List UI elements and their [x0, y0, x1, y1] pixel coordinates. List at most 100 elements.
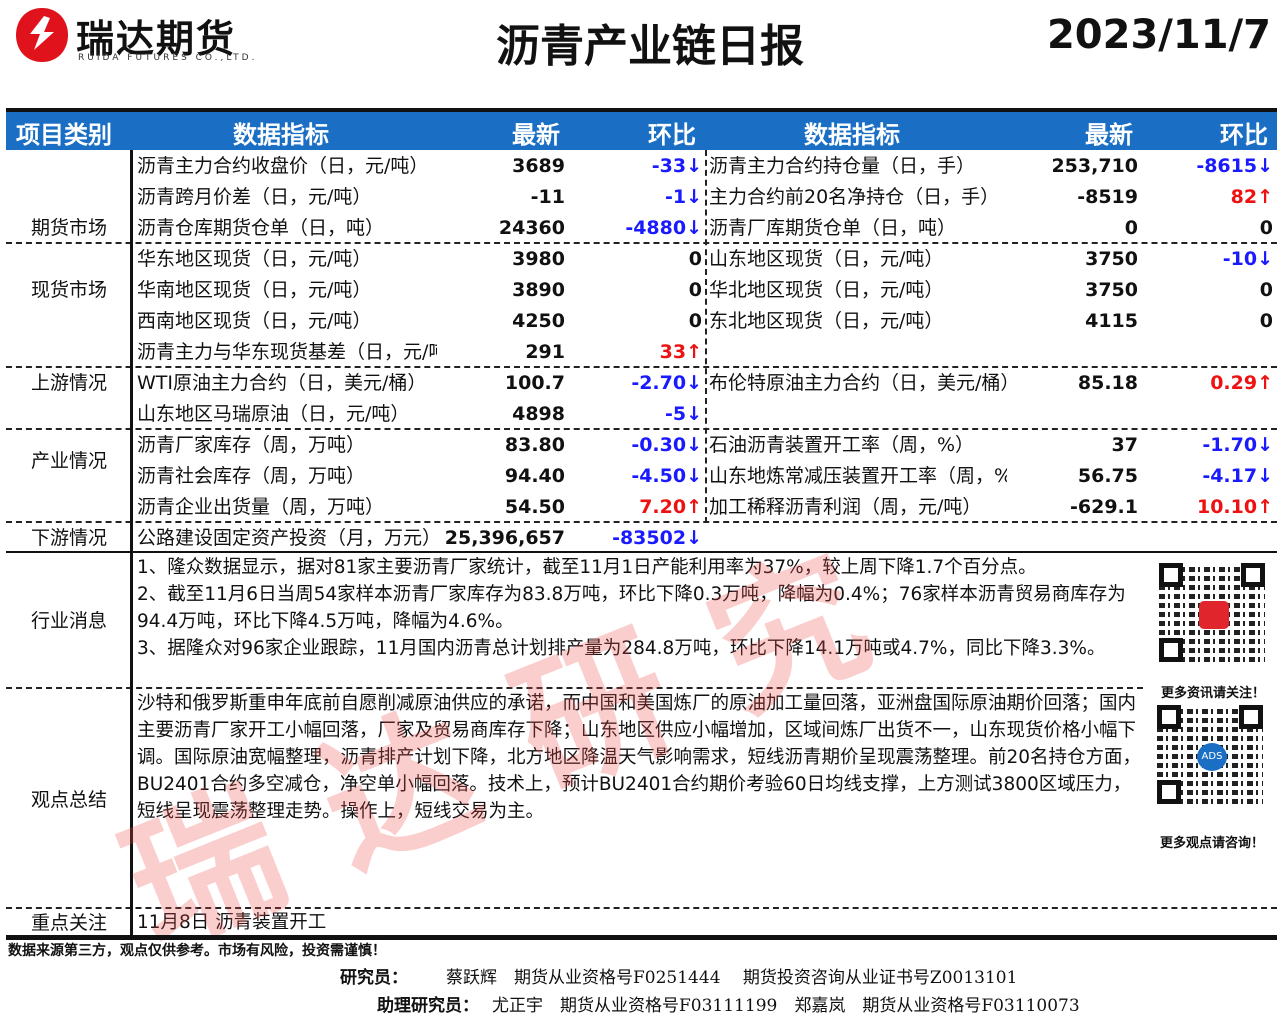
qr-caption-2: 更多观点请咨询！ [1160, 836, 1265, 851]
column-divider [705, 150, 707, 523]
change-value: -1.70↓ [1202, 434, 1273, 456]
change-value: -4.50↓ [631, 465, 702, 487]
change-value: 0 [1259, 310, 1273, 332]
indicator-name: 沥青主力合约收盘价（日，元/吨） [137, 155, 429, 177]
latest-value: 3750 [1085, 248, 1138, 270]
report-title: 沥青产业链日报 [496, 21, 804, 72]
divider [6, 551, 1277, 553]
table-header: 项目类别 数据指标 最新 环比 数据指标 最新 环比 [6, 112, 1277, 150]
latest-value: 94.40 [504, 465, 565, 487]
summary-text: 沙特和俄罗斯重申年底前自愿削减原油供应的承诺，而中国和美国炼厂的原油加工量回落，… [137, 693, 1142, 822]
table-row: 沥青厂家库存（周，万吨） 83.80 -0.30↓ 石油沥青装置开工率（周，%） 37 -… [0, 430, 1283, 461]
divider [6, 428, 1277, 430]
report-date: 2023/11/7 [1046, 12, 1271, 58]
news-item: 1、隆众数据显示，据对81家主要沥青厂家统计，截至11月1日产能利用率为37%，… [137, 557, 1037, 578]
latest-value: -11 [530, 186, 565, 208]
table-row: 西南地区现货（日，元/吨） 4250 0 东北地区现货（日，元/吨） 4115 0 [0, 306, 1283, 337]
latest-value: 37 [1111, 434, 1138, 456]
latest-value: 56.75 [1077, 465, 1138, 487]
table-row: 公路建设固定资产投资（月，万元） 25,396,657 -83502↓ [0, 523, 1283, 554]
indicator-name: 布伦特原油主力合约（日，美元/桶） [709, 372, 1007, 394]
divider [6, 366, 1277, 368]
latest-value: 0 [1124, 217, 1138, 239]
indicator-name: 沥青厂家库存（周，万吨） [137, 434, 366, 456]
change-value: -5↓ [664, 403, 702, 425]
latest-value: 3750 [1085, 279, 1138, 301]
indicator-name: 沥青社会库存（周，万吨） [137, 465, 366, 487]
indicator-name: 西南地区现货（日，元/吨） [137, 310, 372, 332]
indicator-name: 华东地区现货（日，元/吨） [137, 248, 372, 270]
researcher-label: 研究员： [340, 968, 408, 988]
table-row: 华东地区现货（日，元/吨） 3980 0 山东地区现货（日，元/吨） 3750 -10↓ [0, 244, 1283, 275]
table-row: 沥青企业出货量（周，万吨） 54.50 7.20↑ 加工稀释沥青利润（周，元/吨） -6… [0, 492, 1283, 523]
news-list: 1、隆众数据显示，据对81家主要沥青厂家统计，截至11月1日产能利用率为37%，… [137, 554, 1142, 662]
category-industry: 产业情况 [30, 450, 107, 472]
assistant-info: 尤正宇 期货从业资格号F03111199 郑嘉岚 期货从业资格号F0311007… [492, 996, 1080, 1016]
change-value: -4.17↓ [1202, 465, 1273, 487]
latest-value: 291 [525, 341, 565, 363]
change-value: 0 [688, 248, 702, 270]
latest-value: 4898 [512, 403, 565, 425]
indicator-name: 公路建设固定资产投资（月，万元） [137, 527, 437, 549]
change-value: 0 [1259, 217, 1273, 239]
change-value: -0.30↓ [631, 434, 702, 456]
latest-value: 85.18 [1077, 372, 1138, 394]
table-row: 华南地区现货（日，元/吨） 3890 0 华北地区现货（日，元/吨） 3750 0 [0, 275, 1283, 306]
qr-caption-1: 更多资讯请关注！ [1161, 686, 1266, 701]
change-value: -4880↓ [625, 217, 702, 239]
indicator-name: 石油沥青装置开工率（周，%） [709, 434, 975, 456]
change-value: -83502↓ [612, 527, 702, 549]
indicator-name: 山东地区马瑞原油（日，元/吨） [137, 403, 410, 425]
category-summary: 观点总结 [30, 789, 107, 811]
ruida-research-logo-icon [1199, 601, 1229, 629]
latest-value: 25,396,657 [444, 527, 565, 549]
indicator-name: 沥青企业出货量（周，万吨） [137, 496, 385, 518]
ads-logo-icon: ADS [1197, 743, 1227, 771]
category-news: 行业消息 [30, 610, 107, 632]
table-row: 沥青主力合约收盘价（日，元/吨） 3689 -33↓ 沥青主力合约持仓量（日，手） 25… [0, 151, 1283, 182]
column-divider [130, 150, 133, 937]
news-item: 2、截至11月6日当周54家样本沥青厂家库存为83.8万吨，环比下降0.3万吨，… [137, 584, 1126, 632]
indicator-name: WTI原油主力合约（日，美元/桶） [137, 372, 427, 394]
category-spot: 现货市场 [30, 279, 107, 301]
table-row: WTI原油主力合约（日，美元/桶） 100.7 -2.70↓ 布伦特原油主力合约（日，… [0, 368, 1283, 399]
category-downstream: 下游情况 [30, 527, 107, 549]
indicator-name: 沥青主力与华东现货基差（日，元/吨） [137, 341, 437, 363]
assistant-label: 助理研究员： [377, 996, 479, 1016]
indicator-name: 华南地区现货（日，元/吨） [137, 279, 372, 301]
company-name-en: RUIDA FUTURES CO.,LTD. [78, 53, 258, 63]
divider [6, 907, 1277, 909]
category-futures: 期货市场 [30, 217, 107, 239]
indicator-name: 山东地区现货（日，元/吨） [709, 248, 944, 270]
latest-value: -629.1 [1070, 496, 1138, 518]
indicator-name: 沥青主力合约持仓量（日，手） [709, 155, 976, 177]
category-upstream: 上游情况 [30, 372, 107, 394]
col-indicator: 数据指标 [233, 121, 329, 149]
ruida-logo-icon [16, 8, 68, 62]
qr-code-2: ADS [1154, 702, 1266, 807]
change-value: 0 [1259, 279, 1273, 301]
change-value: -2.70↓ [631, 372, 702, 394]
table-row: 沥青主力与华东现货基差（日，元/吨） 291 33↑ [0, 337, 1283, 368]
latest-value: 3689 [512, 155, 565, 177]
change-value: 7.20↑ [639, 496, 702, 518]
col-change: 环比 [648, 121, 696, 149]
divider [6, 242, 1277, 244]
indicator-name: 华北地区现货（日，元/吨） [709, 279, 944, 301]
latest-value: 83.80 [504, 434, 565, 456]
indicator-name: 沥青跨月价差（日，元/吨） [137, 186, 372, 208]
change-value: 10.10↑ [1196, 496, 1273, 518]
latest-value: 3980 [512, 248, 565, 270]
divider [6, 687, 1143, 689]
table-row: 沥青跨月价差（日，元/吨） -11 -1↓ 主力合约前20名净持仓（日，手） -8519… [0, 182, 1283, 213]
change-value: -1↓ [664, 186, 702, 208]
col-category: 项目类别 [16, 121, 112, 149]
company-name-cn: 瑞达期货 [76, 17, 237, 61]
news-item: 3、据隆众对96家企业跟踪，11月国内沥青总计划排产量为284.8万吨，环比下降… [137, 638, 1106, 659]
indicator-name: 主力合约前20名净持仓（日，手） [709, 186, 1000, 208]
change-value: 82↑ [1230, 186, 1273, 208]
disclaimer: 数据来源第三方，观点仅供参考。市场有风险，投资需谨慎！ [8, 943, 386, 959]
change-value: -10↓ [1222, 248, 1273, 270]
change-value: 33↑ [659, 341, 702, 363]
latest-value: 4250 [512, 310, 565, 332]
